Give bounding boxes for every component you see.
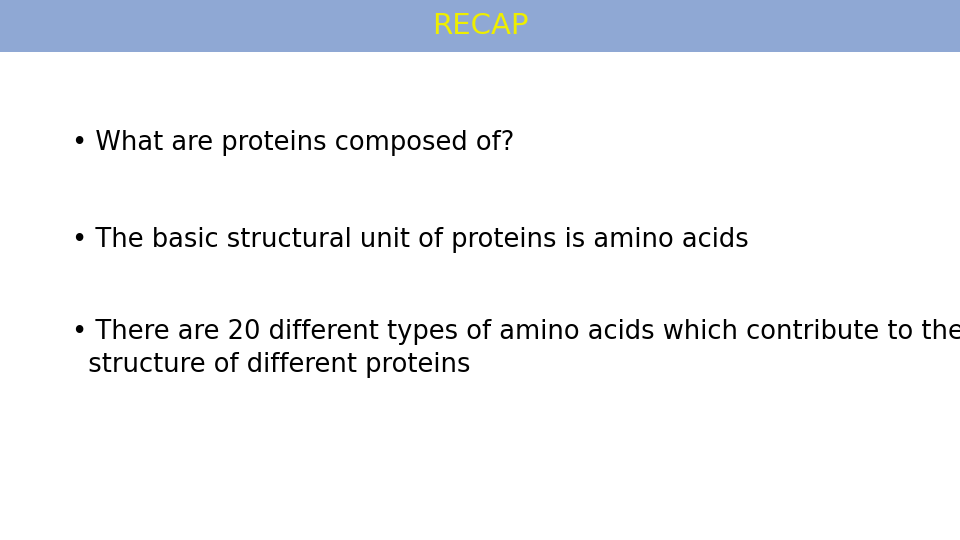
Text: • What are proteins composed of?: • What are proteins composed of? [72, 130, 515, 156]
Bar [0, 0, 960, 52]
Text: • There are 20 different types of amino acids which contribute to the
  structur: • There are 20 different types of amino … [72, 319, 960, 378]
Text: • The basic structural unit of proteins is amino acids: • The basic structural unit of proteins … [72, 227, 749, 253]
Text: RECAP: RECAP [432, 12, 528, 40]
